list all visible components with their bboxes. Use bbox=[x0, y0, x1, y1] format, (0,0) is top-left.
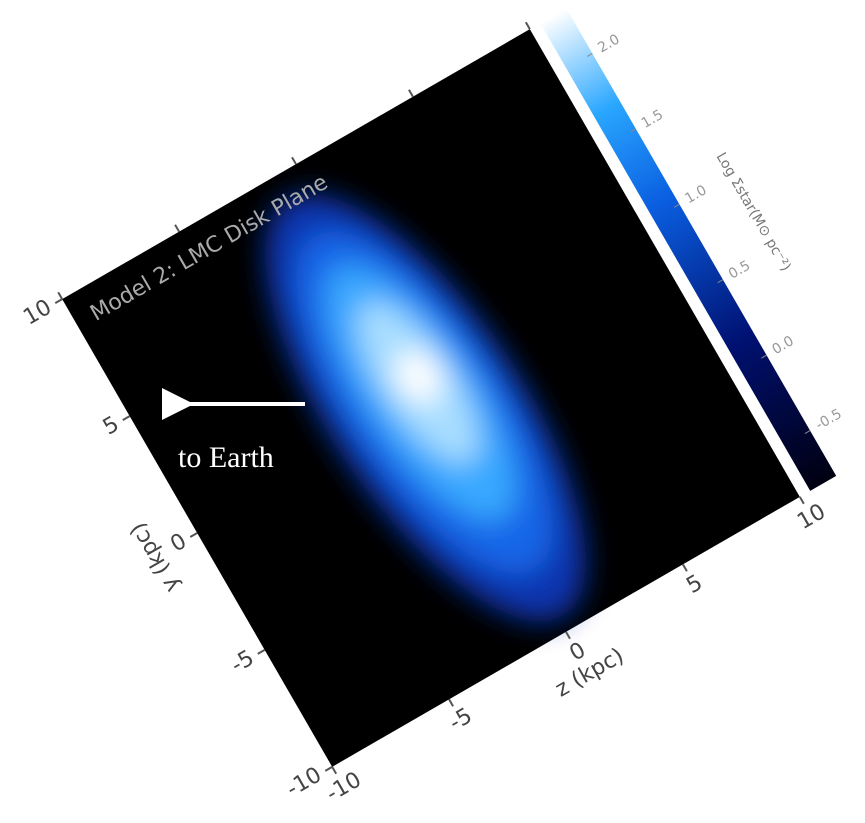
x-tick bbox=[448, 698, 454, 707]
x-tick bbox=[565, 631, 571, 640]
colorbar-tick bbox=[630, 128, 637, 133]
colorbar-tick bbox=[804, 430, 811, 435]
colorbar-tick-label: 2.0 bbox=[595, 31, 622, 56]
colorbar-tick bbox=[586, 52, 593, 57]
colorbar-tick bbox=[673, 203, 680, 208]
y-tick-label: -10 bbox=[282, 763, 326, 803]
colorbar-tick-label: 0.0 bbox=[769, 333, 796, 358]
colorbar-tick bbox=[717, 279, 724, 284]
x-tick bbox=[174, 224, 180, 233]
y-tick-label: 10 bbox=[19, 295, 56, 331]
x-tick bbox=[682, 563, 688, 572]
y-tick-label: 5 bbox=[99, 412, 124, 441]
colorbar-label: Log Σstar(M⊙ pc⁻²) bbox=[713, 150, 794, 274]
x-tick bbox=[524, 21, 531, 30]
x-tick-label: 5 bbox=[682, 570, 707, 599]
colorbar-tick-label: -0.5 bbox=[813, 406, 845, 434]
x-tick bbox=[408, 89, 414, 98]
colorbar-tick-label: 1.0 bbox=[682, 182, 709, 207]
y-tick bbox=[324, 765, 333, 772]
density-map bbox=[265, 193, 586, 622]
y-tick bbox=[122, 415, 131, 421]
colorbar-tick-label: 1.5 bbox=[639, 107, 666, 132]
y-tick bbox=[54, 298, 63, 305]
y-tick bbox=[189, 532, 198, 538]
x-tick bbox=[798, 496, 805, 505]
y-tick-label: -5 bbox=[227, 646, 258, 679]
x-tick-label: -5 bbox=[445, 703, 476, 736]
x-tick bbox=[291, 156, 297, 165]
colorbar-tick bbox=[761, 354, 767, 359]
x-axis-label: z (kpc) bbox=[551, 644, 628, 703]
y-tick-label: 0 bbox=[166, 529, 191, 558]
x-tick bbox=[331, 766, 338, 775]
x-tick bbox=[57, 291, 64, 300]
rotated-plot: Model 2: LMC Disk Plane z (kpc) y (kpc) … bbox=[19, 8, 845, 807]
x-tick-label: -10 bbox=[322, 767, 366, 807]
x-tick-label: 10 bbox=[793, 499, 830, 535]
colorbar-tick-label: 0.5 bbox=[726, 258, 753, 283]
annotation: to Earth bbox=[178, 441, 274, 474]
colorbar bbox=[540, 8, 837, 491]
y-tick bbox=[257, 649, 266, 655]
